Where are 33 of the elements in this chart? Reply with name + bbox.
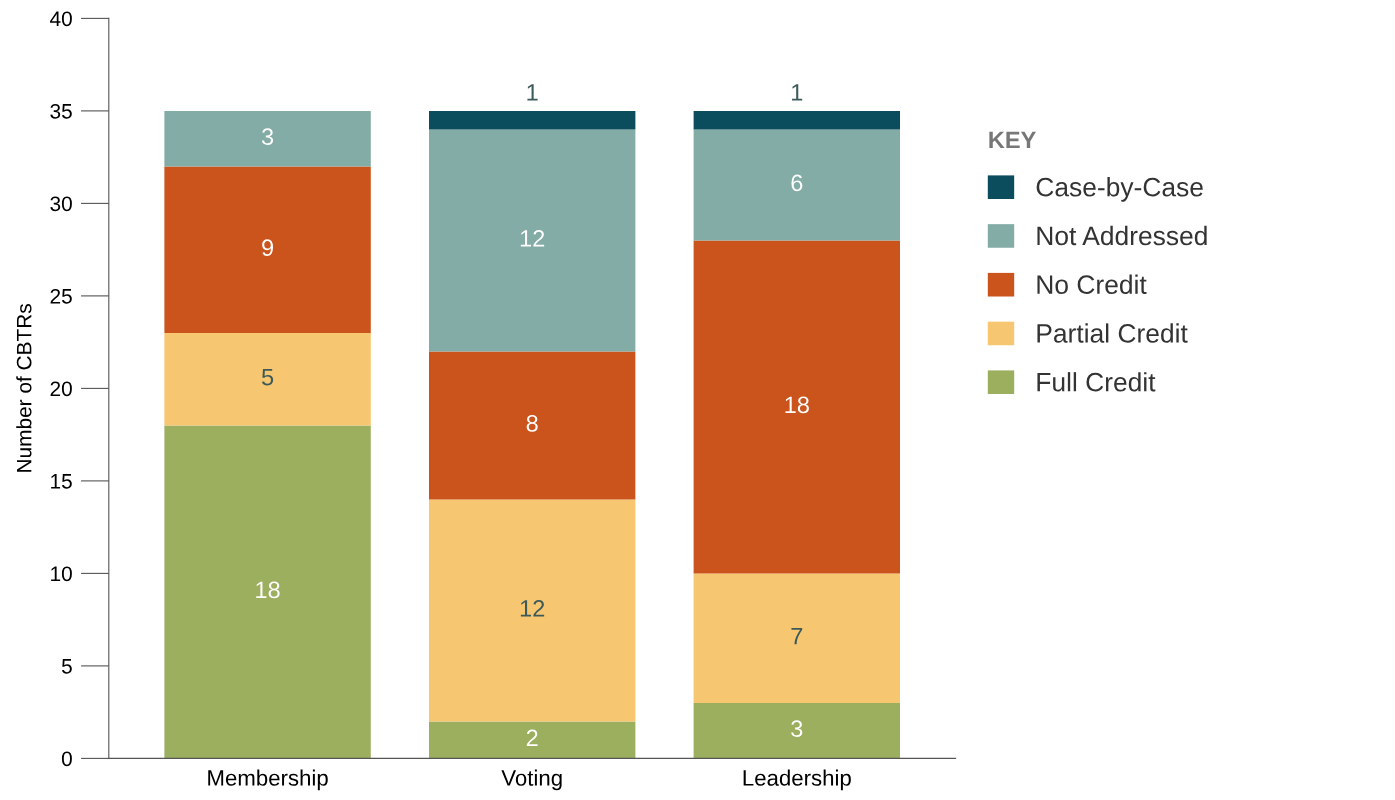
data-label: 2 bbox=[526, 729, 538, 747]
legend-label: Full Credit bbox=[1037, 372, 1156, 392]
y-tick-label: 5 bbox=[61, 659, 72, 674]
legend-label: Case-by-Case bbox=[1036, 177, 1203, 202]
y-tick-label: 10 bbox=[51, 566, 72, 582]
x-tick-label: Leadership bbox=[743, 769, 851, 791]
legend-title: KEY bbox=[989, 131, 1036, 149]
x-tick-label: Voting bbox=[501, 769, 562, 791]
data-label: 5 bbox=[261, 369, 274, 386]
data-label: 12 bbox=[520, 230, 545, 247]
data-label: 1 bbox=[527, 84, 538, 101]
legend-label: No Credit bbox=[1037, 274, 1147, 294]
data-label: 18 bbox=[785, 396, 809, 414]
y-tick-label: 35 bbox=[50, 103, 72, 119]
data-label: 18 bbox=[256, 581, 280, 599]
y-tick-label: 30 bbox=[50, 196, 72, 212]
data-label: 8 bbox=[526, 415, 538, 432]
legend-label: Partial Credit bbox=[1037, 323, 1188, 343]
y-tick-label: 15 bbox=[51, 474, 72, 489]
y-tick-label: 0 bbox=[61, 751, 72, 767]
x-tick-label: Membership bbox=[208, 769, 328, 791]
data-label: 3 bbox=[261, 128, 274, 145]
y-tick-label: 20 bbox=[50, 381, 72, 397]
data-label: 12 bbox=[520, 600, 545, 617]
y-tick-label: 25 bbox=[50, 288, 72, 304]
data-label: 9 bbox=[262, 239, 274, 256]
y-axis-title: Number of CBTRs bbox=[16, 304, 32, 472]
y-tick-label: 40 bbox=[50, 11, 72, 27]
data-label: 1 bbox=[792, 84, 803, 101]
data-label: 6 bbox=[791, 174, 803, 192]
legend-label: Not Addressed bbox=[1037, 225, 1207, 246]
data-label: 3 bbox=[791, 720, 803, 737]
data-label: 7 bbox=[791, 628, 803, 645]
